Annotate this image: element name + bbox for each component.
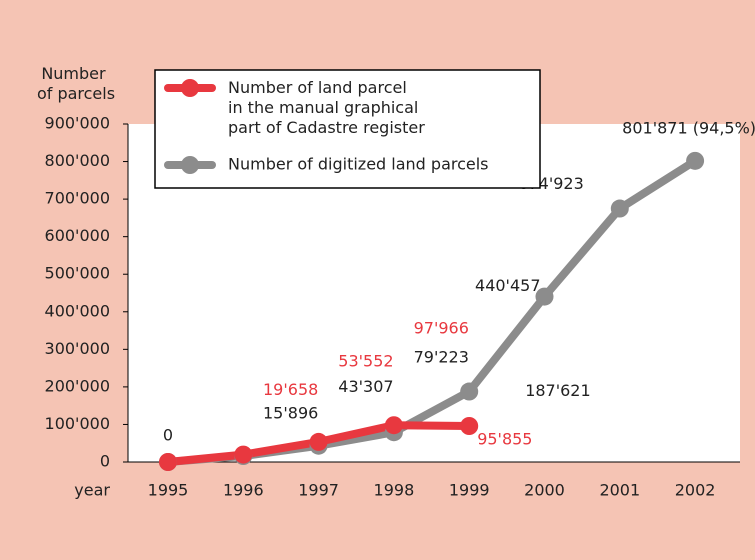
y-tick-label: 900'000	[45, 114, 110, 133]
data-point	[234, 445, 253, 464]
data-point	[309, 432, 328, 451]
data-point	[686, 151, 705, 170]
y-tick-label: 700'000	[45, 189, 110, 208]
x-tick-label: 2000	[524, 481, 565, 500]
y-tick-label: 800'000	[45, 151, 110, 170]
y-tick-label: 300'000	[45, 339, 110, 358]
data-point	[460, 417, 479, 436]
legend-box	[154, 69, 541, 189]
data-point	[384, 416, 403, 435]
data-point	[460, 382, 479, 401]
data-label: 187'621	[525, 381, 590, 400]
x-tick-label: 1999	[449, 481, 490, 500]
data-label: 79'223	[414, 348, 469, 367]
legend-swatch-marker	[181, 79, 199, 97]
y-tick-label: 100'000	[45, 414, 110, 433]
data-label: 97'966	[414, 319, 469, 338]
data-label: 19'658	[263, 380, 318, 399]
x-axis-label: year	[74, 481, 110, 500]
data-label: 43'307	[338, 377, 393, 396]
legend-label: Number of digitized land parcels	[228, 155, 489, 174]
y-tick-label: 200'000	[45, 376, 110, 395]
x-tick-label: 1997	[298, 481, 339, 500]
y-axis-label: Number of parcels	[37, 64, 115, 103]
x-tick-label: 1995	[148, 481, 189, 500]
x-tick-label: 2001	[599, 481, 640, 500]
x-tick-label: 1998	[374, 481, 415, 500]
data-label: 95'855	[477, 430, 532, 449]
data-label: 53'552	[338, 351, 393, 370]
y-tick-label: 0	[100, 452, 110, 471]
y-tick-label: 400'000	[45, 301, 110, 320]
data-label: 440'457	[475, 276, 540, 295]
data-point	[159, 453, 177, 471]
data-label: 801'871 (94,5%)	[622, 118, 755, 137]
y-tick-label: 600'000	[45, 226, 110, 245]
x-tick-label: 2002	[675, 481, 716, 500]
legend-swatch-marker	[181, 156, 199, 174]
y-tick-label: 500'000	[45, 264, 110, 283]
data-point	[535, 287, 554, 306]
x-tick-label: 1996	[223, 481, 264, 500]
data-label: 15'896	[263, 404, 318, 423]
legend-label: Number of land parcel in the manual grap…	[228, 78, 425, 137]
data-point	[610, 199, 629, 218]
data-label: 0	[163, 426, 173, 445]
